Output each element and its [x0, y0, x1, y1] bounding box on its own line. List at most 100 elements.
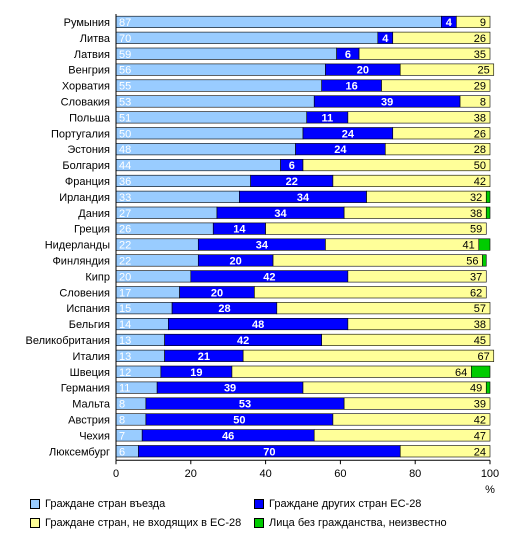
value-label-other-eu: 34	[297, 192, 310, 204]
value-label-other-eu: 6	[345, 49, 351, 61]
category-label: Франция	[65, 176, 110, 188]
bar-nationals	[115, 47, 337, 60]
bar-non-eu	[399, 63, 495, 76]
bar-nationals	[115, 15, 442, 29]
value-label-nationals: 22	[119, 255, 131, 267]
value-label-nationals: 26	[119, 224, 131, 236]
legend-swatch-non-eu	[30, 518, 40, 528]
bar-non-eu	[381, 79, 491, 92]
category-label: Ирландия	[59, 192, 110, 204]
value-label-non-eu: 42	[474, 176, 486, 188]
category-label: Польша	[69, 112, 111, 124]
value-label-non-eu: 26	[474, 128, 486, 140]
legend-swatch-stateless	[254, 518, 264, 528]
value-label-other-eu: 20	[211, 287, 223, 299]
category-label: Нидерланды	[45, 240, 110, 252]
value-label-nationals: 12	[119, 367, 131, 379]
bar-non-eu	[254, 286, 487, 299]
value-label-non-eu: 25	[477, 65, 489, 77]
value-label-non-eu: 32	[470, 192, 482, 204]
legend: Граждане стран въезда Граждане других ст…	[0, 492, 516, 536]
legend-label-non-eu: Граждане стран, не входящих в ЕС-28	[45, 517, 242, 529]
value-label-other-eu: 28	[218, 303, 230, 315]
bar-nationals	[115, 143, 296, 156]
legend-item-other-eu: Граждане других стран ЕС-28	[254, 498, 421, 510]
legend-swatch-other-eu	[254, 499, 264, 509]
category-label: Словакия	[61, 96, 110, 108]
x-axis: 0 20 40 60 80 100%	[113, 14, 499, 496]
value-label-non-eu: 24	[474, 446, 486, 458]
category-label: Дания	[78, 208, 110, 220]
category-label: Болгария	[62, 160, 110, 172]
category-label: Румыния	[64, 17, 110, 29]
value-label-non-eu: 50	[474, 160, 486, 172]
value-label-other-eu: 21	[198, 351, 210, 363]
x-tick-label: 40	[259, 468, 271, 480]
value-label-other-eu: 20	[230, 255, 242, 267]
value-label-nationals: 56	[119, 65, 131, 77]
bar-nationals	[115, 174, 251, 187]
bar-non-eu	[242, 349, 495, 362]
value-label-non-eu: 64	[455, 367, 467, 379]
value-label-other-eu: 53	[239, 399, 251, 411]
value-label-nationals: 50	[119, 128, 131, 140]
category-label: Венгрия	[68, 65, 110, 77]
x-tick-label: 100	[481, 468, 499, 480]
bar-non-eu	[347, 111, 491, 124]
bar-stateless	[482, 254, 487, 267]
value-label-other-eu: 70	[263, 446, 275, 458]
x-unit-label: %	[485, 484, 495, 496]
value-label-non-eu: 38	[474, 319, 486, 331]
value-label-other-eu: 4	[382, 33, 389, 45]
value-label-non-eu: 41	[463, 240, 475, 252]
value-label-nationals: 17	[119, 287, 131, 299]
bar-non-eu	[347, 270, 487, 283]
value-label-other-eu: 39	[224, 383, 236, 395]
category-label: Греция	[74, 224, 110, 236]
category-label: Словения	[59, 287, 110, 299]
value-label-other-eu: 4	[446, 17, 453, 29]
category-label: Хорватия	[62, 81, 110, 93]
category-label: Португалия	[51, 128, 110, 140]
value-label-nationals: 44	[119, 160, 131, 172]
category-label: Кипр	[85, 271, 110, 283]
value-label-other-eu: 16	[345, 81, 357, 93]
bar-non-eu	[366, 190, 487, 203]
x-tick-label: 80	[409, 468, 421, 480]
value-label-other-eu: 24	[334, 144, 347, 156]
value-label-nationals: 33	[119, 192, 131, 204]
bar-nationals	[115, 63, 326, 76]
category-label: Германия	[61, 383, 110, 395]
category-label: Австрия	[68, 414, 110, 426]
value-label-nationals: 11	[119, 383, 130, 395]
category-label: Литва	[80, 33, 111, 45]
value-label-nationals: 13	[119, 335, 131, 347]
value-label-other-eu: 11	[321, 112, 333, 124]
value-label-nationals: 13	[119, 351, 131, 363]
x-tick-label: 0	[113, 468, 119, 480]
value-label-non-eu: 42	[474, 414, 486, 426]
value-label-non-eu: 56	[466, 255, 478, 267]
bar-non-eu	[343, 206, 487, 219]
value-label-other-eu: 24	[342, 128, 355, 140]
value-label-non-eu: 47	[474, 430, 486, 442]
value-label-other-eu: 50	[233, 414, 245, 426]
bar-non-eu	[302, 159, 491, 172]
bar-nationals	[115, 111, 308, 124]
value-label-non-eu: 59	[470, 224, 482, 236]
value-label-non-eu: 39	[474, 399, 486, 411]
bar-nationals	[115, 127, 304, 140]
value-label-nationals: 48	[119, 144, 131, 156]
bar-non-eu	[392, 127, 491, 140]
bar-stateless	[485, 206, 491, 219]
bar-stateless	[485, 190, 491, 203]
bar-nationals	[115, 190, 240, 203]
value-label-nationals: 8	[119, 414, 125, 426]
bar-non-eu	[456, 15, 491, 29]
bar-non-eu	[358, 47, 491, 60]
bar-stateless	[485, 381, 491, 394]
value-label-nationals: 20	[119, 271, 131, 283]
category-label: Великобритания	[26, 335, 111, 347]
value-label-non-eu: 38	[470, 208, 482, 220]
x-tick-label: 60	[334, 468, 346, 480]
